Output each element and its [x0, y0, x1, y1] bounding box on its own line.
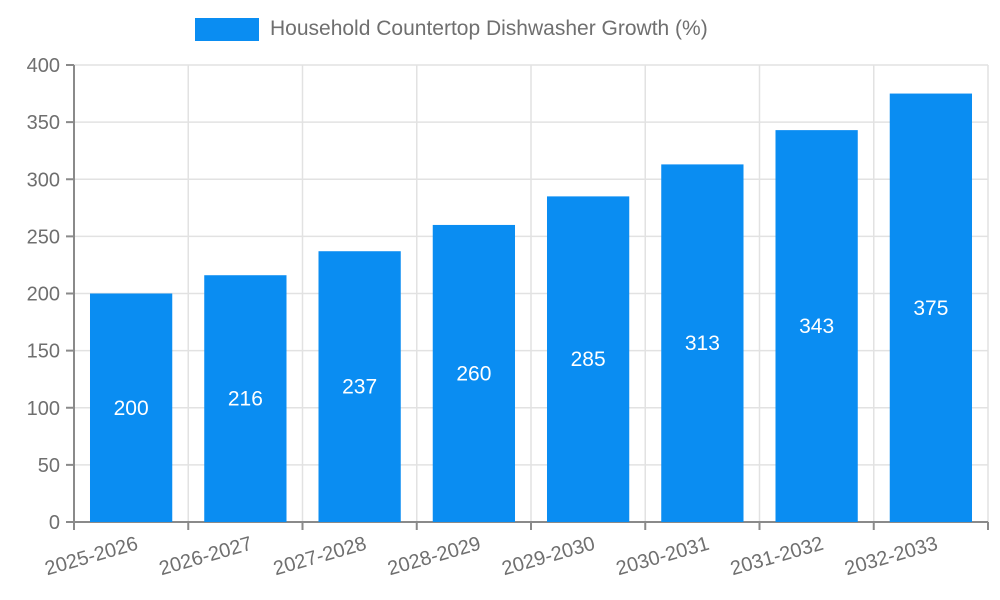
y-tick-label: 300 — [27, 169, 60, 191]
bar — [889, 93, 973, 522]
bar — [775, 130, 858, 522]
y-tick-label: 400 — [27, 55, 60, 77]
bar-value-label: 260 — [456, 362, 491, 385]
bar — [661, 164, 744, 522]
x-tick-label: 2030-2031 — [614, 533, 712, 581]
x-tick-label: 2029-2030 — [499, 533, 597, 581]
bar-value-label: 343 — [799, 315, 834, 338]
bar — [204, 275, 287, 522]
x-tick-label: 2025-2026 — [42, 533, 140, 581]
y-tick-label: 0 — [49, 512, 60, 534]
x-tick-label: 2027-2028 — [271, 533, 369, 581]
y-tick-label: 250 — [27, 226, 60, 248]
x-tick-label: 2026-2027 — [157, 533, 255, 581]
y-tick-label: 150 — [27, 341, 60, 363]
bar — [432, 224, 516, 522]
bar-value-label: 200 — [114, 397, 149, 420]
bar — [89, 293, 173, 522]
y-tick-label: 350 — [27, 112, 60, 134]
bar — [546, 196, 630, 522]
bar — [318, 251, 401, 523]
y-tick-label: 100 — [27, 398, 60, 420]
bar-value-label: 237 — [342, 376, 377, 399]
bar-value-label: 285 — [571, 348, 606, 371]
x-tick-label: 2032-2033 — [842, 533, 940, 581]
y-tick-label: 50 — [38, 455, 60, 477]
chart-legend: Household Countertop Dishwasher Growth (… — [195, 17, 708, 41]
x-tick-label: 2031-2032 — [728, 533, 826, 581]
y-tick-label: 200 — [27, 284, 60, 306]
bar-value-label: 313 — [685, 332, 720, 355]
legend-color-swatch — [195, 17, 259, 41]
bar-value-label: 216 — [228, 388, 263, 411]
legend-label: Household Countertop Dishwasher Growth (… — [270, 17, 708, 40]
bar-value-label: 375 — [913, 297, 948, 320]
x-tick-label: 2028-2029 — [385, 533, 483, 581]
